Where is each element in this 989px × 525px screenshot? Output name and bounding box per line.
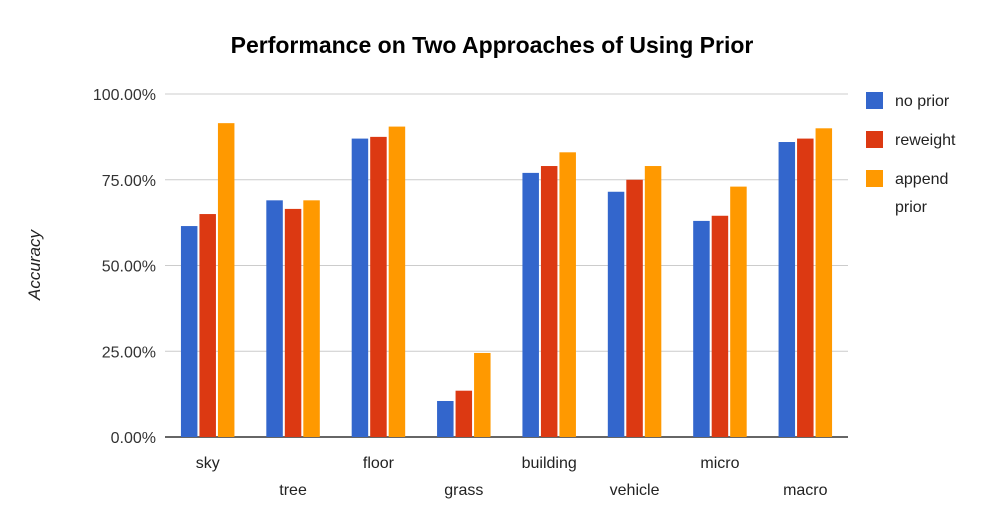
x-category-label: tree	[279, 482, 307, 499]
x-category-label: building	[522, 455, 577, 472]
legend: no prior reweight append prior	[866, 92, 956, 216]
y-axis-label: Accuracy	[25, 229, 44, 301]
bar-micro-append-prior	[730, 186, 747, 437]
bar-vehicle-append-prior	[644, 166, 662, 437]
legend-item: reweight	[866, 131, 956, 149]
bar-floor-append-prior	[388, 126, 406, 438]
bar-micro-no-prior	[693, 220, 710, 437]
y-axis-ticks: 0.00% 25.00% 50.00% 75.00% 100.00%	[93, 87, 156, 447]
chart-title: Performance on Two Approaches of Using P…	[231, 32, 754, 58]
x-category-label: vehicle	[610, 482, 660, 499]
bar-sky-no-prior	[180, 226, 198, 437]
bar-floor-no-prior	[351, 138, 369, 437]
legend-item: append prior	[866, 170, 948, 216]
x-category-label: sky	[196, 455, 220, 472]
bar-tree-append-prior	[303, 200, 320, 437]
x-category-label: micro	[700, 455, 739, 472]
bars	[180, 123, 833, 438]
legend-swatch	[866, 170, 883, 187]
y-tick-label: 100.00%	[93, 87, 156, 104]
bar-building-no-prior	[522, 172, 539, 437]
bar-macro-no-prior	[778, 142, 796, 437]
x-category-label: grass	[444, 482, 483, 499]
legend-label: no prior	[895, 93, 950, 110]
bar-grass-append-prior	[474, 352, 491, 437]
x-category-label: macro	[783, 482, 828, 499]
bar-building-append-prior	[559, 152, 576, 437]
y-tick-label: 50.00%	[102, 259, 156, 276]
bar-micro-reweight	[711, 215, 729, 437]
y-tick-label: 25.00%	[102, 344, 156, 361]
legend-label: reweight	[895, 132, 956, 149]
bar-macro-reweight	[797, 138, 814, 437]
bar-sky-reweight	[199, 214, 216, 437]
bar-grass-no-prior	[437, 400, 454, 437]
bar-grass-reweight	[455, 390, 473, 437]
x-category-label: floor	[363, 455, 395, 472]
bar-vehicle-no-prior	[607, 191, 625, 437]
bar-macro-append-prior	[815, 128, 833, 438]
bar-tree-reweight	[284, 208, 302, 437]
y-tick-label: 0.00%	[111, 430, 156, 447]
x-axis-categories: sky tree floor grass building vehicle micro mac…	[196, 455, 828, 499]
legend-swatch	[866, 131, 883, 148]
bar-floor-reweight	[370, 136, 387, 437]
bar-tree-no-prior	[266, 200, 283, 437]
bar-building-reweight	[540, 166, 558, 437]
legend-item: no prior	[866, 92, 950, 110]
bar-sky-append-prior	[217, 123, 235, 437]
legend-label: append prior	[895, 171, 948, 216]
y-tick-label: 75.00%	[102, 173, 156, 190]
legend-swatch	[866, 92, 883, 109]
bar-vehicle-reweight	[626, 179, 643, 437]
